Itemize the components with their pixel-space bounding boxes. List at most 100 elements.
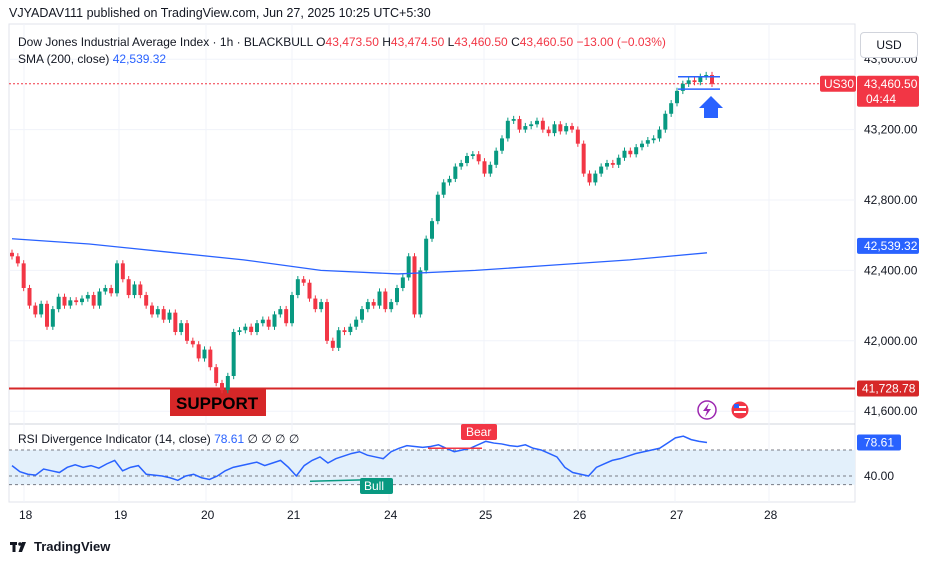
- candle: [395, 284, 399, 306]
- candle-body: [400, 277, 405, 288]
- candle: [605, 159, 609, 170]
- candle: [255, 320, 259, 336]
- publisher-line: VJYADAV111 published on TradingView.com,…: [9, 6, 431, 20]
- close-label: C: [511, 35, 520, 49]
- candle: [10, 249, 14, 260]
- arrow-up-icon: [699, 96, 723, 118]
- candle: [33, 302, 38, 318]
- candle: [505, 117, 510, 142]
- candle: [220, 379, 224, 394]
- candle-body: [453, 166, 458, 179]
- candle: [383, 288, 388, 313]
- candle: [365, 298, 370, 313]
- candle-body: [179, 323, 184, 332]
- candle: [243, 323, 248, 334]
- candle-body: [505, 120, 510, 139]
- bull-label-box: [360, 478, 393, 494]
- candle: [599, 163, 604, 177]
- x-tick-label: 24: [384, 508, 398, 522]
- candle: [97, 288, 102, 309]
- candle: [50, 305, 55, 330]
- candle: [535, 117, 539, 128]
- candle-body: [74, 300, 79, 303]
- candle: [126, 276, 131, 299]
- candle: [424, 235, 429, 274]
- rsi-header: RSI Divergence Indicator (14, close) 78.…: [18, 432, 299, 446]
- candle: [430, 217, 434, 242]
- candle-body: [406, 256, 411, 278]
- candle: [231, 328, 236, 380]
- candle: [80, 295, 84, 306]
- candle: [15, 253, 20, 267]
- candle-body: [39, 303, 44, 315]
- countdown-label: 04:44: [866, 92, 896, 106]
- candle-body: [301, 279, 306, 283]
- candle-body: [62, 296, 67, 306]
- candle: [138, 281, 143, 299]
- candle: [272, 311, 277, 330]
- candle: [85, 291, 90, 302]
- candle-body: [138, 284, 143, 296]
- candle-body: [68, 300, 73, 306]
- candle-body: [150, 305, 154, 315]
- candle: [435, 191, 440, 225]
- candle: [155, 305, 160, 318]
- candle-body: [663, 113, 668, 130]
- candle-body: [529, 124, 534, 127]
- candle-body: [272, 314, 277, 327]
- candle-body: [634, 147, 639, 155]
- candle-body: [669, 103, 674, 114]
- candle-body: [319, 302, 324, 310]
- candle: [284, 305, 289, 327]
- y-tick-label: 42,400.00: [864, 263, 918, 277]
- candle-body: [115, 263, 119, 294]
- rsi-value-tag: [857, 434, 901, 451]
- chart-frame: [8, 23, 856, 503]
- candle: [161, 305, 166, 323]
- candle: [354, 316, 359, 330]
- candle: [150, 302, 154, 318]
- candle: [669, 100, 674, 117]
- candle-body: [237, 330, 242, 332]
- x-tick-label: 19: [114, 508, 128, 522]
- candle: [564, 122, 569, 135]
- candle-body: [266, 319, 271, 327]
- currency-button[interactable]: USD: [860, 32, 918, 58]
- candle-body: [330, 340, 335, 348]
- candle: [628, 147, 633, 158]
- candle: [616, 154, 621, 168]
- candle: [319, 298, 324, 313]
- candle: [225, 372, 230, 394]
- candle-body: [476, 154, 481, 162]
- candle-body: [389, 302, 394, 310]
- candle-body: [558, 124, 563, 132]
- candle: [500, 135, 504, 154]
- candle-body: [511, 119, 516, 121]
- candle-body: [173, 312, 178, 332]
- candle-body: [657, 129, 662, 139]
- candle-body: [167, 312, 172, 320]
- us-flag-stripe: [734, 411, 746, 413]
- candle: [190, 337, 195, 348]
- candle-body: [284, 309, 289, 324]
- y-tick-label: 41,600.00: [864, 404, 918, 418]
- candle: [74, 297, 79, 306]
- candle-body: [109, 288, 114, 294]
- candle-body: [325, 302, 329, 341]
- x-tick-label: 26: [573, 508, 587, 522]
- candle: [120, 260, 125, 283]
- us-flag-stripe: [734, 406, 746, 408]
- sma-header: SMA (200, close) 42,539.32: [18, 52, 166, 66]
- candle: [103, 284, 108, 295]
- candle: [459, 159, 464, 170]
- y-tick-label: 42,000.00: [864, 334, 918, 348]
- candle-body: [202, 349, 207, 359]
- candle-body: [383, 291, 388, 310]
- candle-body: [360, 309, 364, 320]
- candle: [570, 122, 574, 133]
- candle-body: [517, 119, 522, 130]
- candle-body: [260, 319, 265, 324]
- candle-body: [546, 129, 551, 134]
- footer-brand-label: TradingView: [34, 539, 111, 554]
